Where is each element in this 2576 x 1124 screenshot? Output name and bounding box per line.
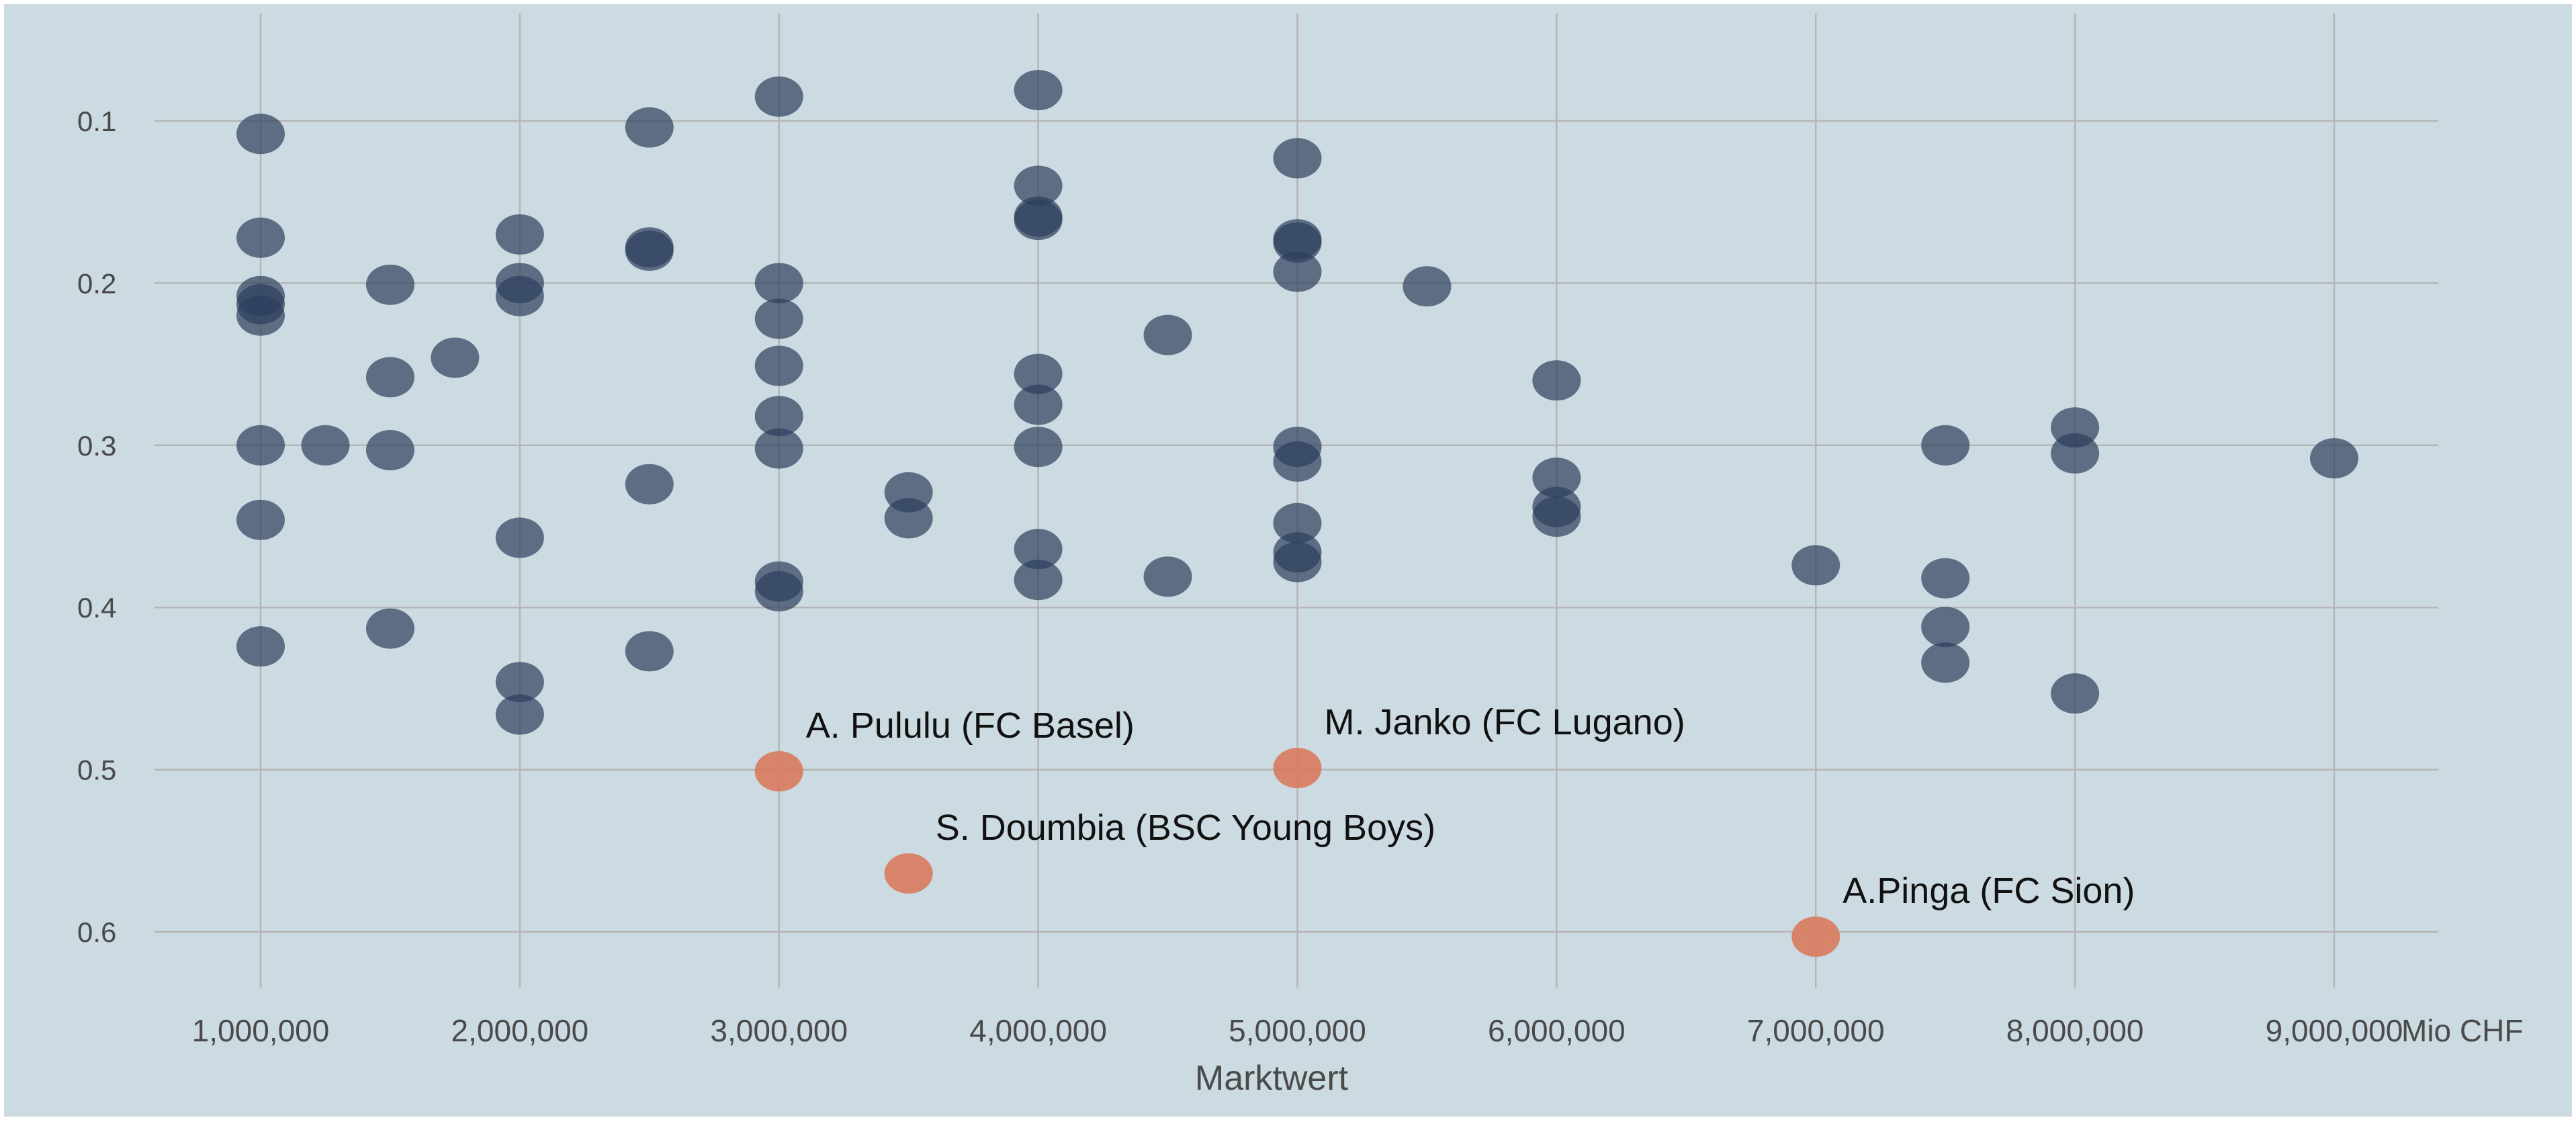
data-point <box>1143 314 1192 355</box>
data-point <box>1273 251 1322 292</box>
data-point <box>495 662 544 703</box>
data-point <box>365 608 414 649</box>
data-point <box>625 107 674 148</box>
highlight-point <box>1791 916 1840 957</box>
data-point <box>365 430 414 471</box>
data-point <box>1014 353 1063 394</box>
y-tick-label: 0.3 <box>77 430 116 462</box>
data-point <box>1014 560 1063 601</box>
y-tick-label: 0.4 <box>77 592 116 623</box>
data-point <box>1921 558 1970 599</box>
data-point <box>1921 642 1970 683</box>
data-point <box>1273 503 1322 544</box>
data-point <box>1014 384 1063 425</box>
x-axis-title: Marktwert <box>1195 1059 1349 1098</box>
point-annotation: A. Pululu (FC Basel) <box>806 705 1135 746</box>
data-point <box>1014 165 1063 206</box>
data-point <box>495 694 544 735</box>
data-point <box>495 275 544 316</box>
highlight-point <box>884 853 933 894</box>
data-point <box>236 499 285 540</box>
data-point <box>1403 266 1452 307</box>
data-point <box>1014 200 1063 241</box>
data-point <box>301 425 350 466</box>
data-point <box>1143 556 1192 597</box>
data-point <box>365 357 414 398</box>
x-tick-label: 4,000,000 <box>969 1013 1107 1048</box>
data-point <box>236 425 285 466</box>
x-tick-label: 5,000,000 <box>1229 1013 1366 1048</box>
data-point <box>236 114 285 155</box>
data-point <box>625 464 674 505</box>
data-point <box>2051 433 2100 474</box>
data-point <box>1273 222 1322 263</box>
highlight-point <box>1273 748 1322 789</box>
data-point <box>754 263 803 304</box>
data-point <box>1014 529 1063 570</box>
x-unit-label: Mio CHF <box>2401 1013 2523 1048</box>
data-point <box>365 264 414 305</box>
data-point <box>1273 441 1322 482</box>
data-point <box>754 396 803 437</box>
x-tick-label: 2,000,000 <box>451 1013 589 1048</box>
data-point <box>236 217 285 258</box>
highlight-point <box>754 751 803 792</box>
point-annotation: M. Janko (FC Lugano) <box>1325 702 1685 742</box>
data-point <box>1532 360 1581 401</box>
x-tick-label: 3,000,000 <box>710 1013 848 1048</box>
data-point <box>1921 607 1970 648</box>
x-tick-label: 8,000,000 <box>2006 1013 2144 1048</box>
y-tick-label: 0.5 <box>77 754 116 786</box>
x-tick-label: 1,000,000 <box>192 1013 330 1048</box>
data-point <box>754 571 803 612</box>
data-point <box>2310 438 2358 479</box>
data-point <box>754 345 803 386</box>
data-point <box>236 295 285 336</box>
data-point <box>1014 70 1063 111</box>
data-point <box>1921 425 1970 466</box>
data-point <box>495 214 544 255</box>
y-tick-label: 0.1 <box>77 105 116 137</box>
data-point <box>431 337 480 378</box>
data-point <box>2051 673 2100 714</box>
data-point <box>1791 545 1840 586</box>
data-point <box>236 626 285 667</box>
data-point <box>495 517 544 558</box>
data-point <box>1273 138 1322 179</box>
data-point <box>625 230 674 271</box>
y-tick-label: 0.6 <box>77 916 116 948</box>
x-tick-label: 6,000,000 <box>1488 1013 1626 1048</box>
data-point <box>754 76 803 117</box>
data-point <box>1532 496 1581 537</box>
data-point <box>1532 458 1581 499</box>
data-point <box>754 298 803 339</box>
data-point <box>1014 427 1063 468</box>
x-tick-label: 7,000,000 <box>1747 1013 1885 1048</box>
data-point <box>625 631 674 672</box>
point-annotation: S. Doumbia (BSC Young Boys) <box>936 808 1435 848</box>
data-point <box>754 428 803 469</box>
data-point <box>1273 542 1322 582</box>
x-tick-label: 9,000,000 <box>2266 1013 2403 1048</box>
data-point <box>884 498 933 539</box>
y-tick-label: 0.2 <box>77 267 116 299</box>
point-annotation: A.Pinga (FC Sion) <box>1842 871 2135 911</box>
